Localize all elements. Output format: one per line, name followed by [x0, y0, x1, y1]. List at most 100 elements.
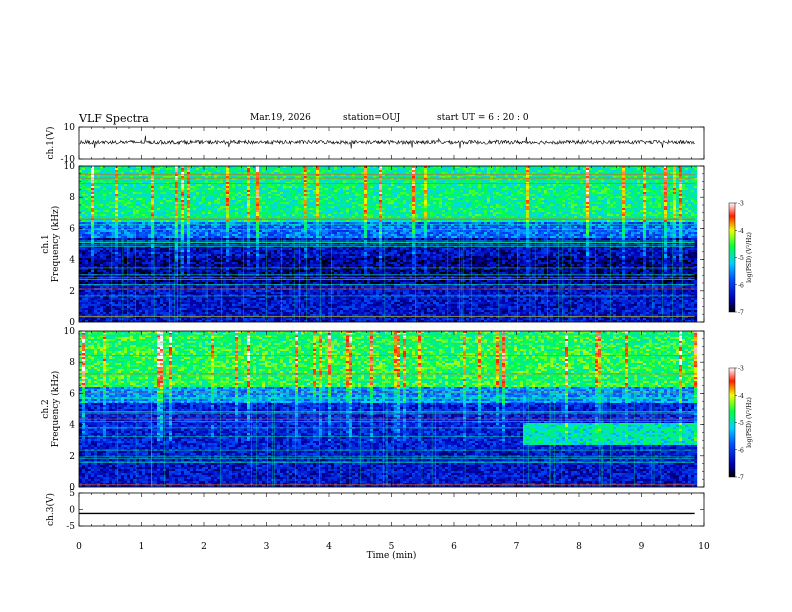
spectrogram-cell	[106, 208, 109, 210]
spectrogram-cell	[85, 258, 88, 260]
spectrogram-cell	[85, 202, 88, 204]
spectrogram-cell	[112, 234, 115, 236]
spectrogram-cell	[100, 188, 103, 190]
spectrogram-cell	[82, 234, 85, 236]
spectrogram-cell	[103, 222, 106, 224]
spectrogram-cell	[85, 170, 88, 172]
spectrogram-cell	[82, 200, 85, 202]
spectrogram-cell	[115, 190, 118, 192]
spectrogram-cell	[106, 252, 109, 254]
spectrogram-cell	[112, 172, 115, 174]
spectrogram-cell	[97, 222, 100, 224]
spectrogram-cell	[103, 304, 106, 306]
spectrogram-cell	[106, 272, 109, 274]
spectrogram-cell	[88, 268, 91, 270]
spectrogram-cell	[106, 270, 109, 272]
spectrogram-cell	[85, 250, 88, 252]
spectrogram-cell	[82, 280, 85, 282]
spectrogram-cell	[106, 282, 109, 284]
spectrogram-cell	[79, 192, 82, 194]
spectrogram-cell	[106, 200, 109, 202]
spectrogram-cell	[94, 208, 97, 210]
spectrogram-cell	[103, 200, 106, 202]
spectrogram-cell	[82, 318, 85, 320]
spectrogram-cell	[79, 232, 82, 234]
spectrogram-cell	[91, 300, 94, 302]
spectrogram-cell	[115, 192, 118, 194]
spectrogram-cell	[106, 214, 109, 216]
spectrogram-cell	[79, 254, 82, 256]
spectrogram-cell	[112, 186, 115, 188]
spectrogram-cell	[106, 256, 109, 258]
spectrogram-cell	[97, 304, 100, 306]
spectrogram-cell	[82, 260, 85, 262]
spectrogram-cell	[79, 264, 82, 266]
spectrogram-cell	[100, 248, 103, 250]
spectrogram-cell	[112, 208, 115, 210]
spectrogram-cell	[103, 256, 106, 258]
spectrogram-cell	[112, 200, 115, 202]
spectrogram-cell	[103, 292, 106, 294]
spectrogram-cell	[100, 298, 103, 300]
spectrogram-cell	[85, 208, 88, 210]
spectrogram-cell	[106, 298, 109, 300]
spectrogram-cell	[91, 204, 94, 206]
spectrogram-cell	[100, 314, 103, 316]
spectrogram-cell	[106, 170, 109, 172]
spectrogram-cell	[115, 262, 118, 264]
spectrogram-cell	[106, 314, 109, 316]
spectrogram-cell	[85, 186, 88, 188]
spectrogram-cell	[94, 202, 97, 204]
spectrogram-cell	[91, 226, 94, 228]
spectrogram-cell	[79, 184, 82, 186]
spectrogram-cell	[94, 214, 97, 216]
spectrogram-cell	[106, 210, 109, 212]
spectrogram-cell	[100, 250, 103, 252]
spectrogram-cell	[82, 220, 85, 222]
spectrogram-cell	[79, 298, 82, 300]
spectrogram-cell	[106, 206, 109, 208]
spectrogram-cell	[91, 214, 94, 216]
spectrogram-cell	[97, 280, 100, 282]
spectrogram-cell	[103, 270, 106, 272]
spectrogram-cell	[85, 256, 88, 258]
spectrogram-cell	[115, 236, 118, 238]
spectrogram-cell	[106, 222, 109, 224]
spectrogram-cell	[103, 188, 106, 190]
spectrogram-cell	[79, 256, 82, 258]
spectrogram-cell	[88, 206, 91, 208]
spectrogram-cell	[88, 188, 91, 190]
spectrogram-cell	[115, 200, 118, 202]
spectrogram-cell	[97, 256, 100, 258]
spectrogram-cell	[88, 190, 91, 192]
spectrogram-cell	[85, 168, 88, 170]
spectrogram-cell	[82, 310, 85, 312]
spectrogram-cell	[97, 312, 100, 314]
spectrogram-cell	[79, 302, 82, 304]
spectrogram-cell	[88, 270, 91, 272]
spectrogram-cell	[106, 318, 109, 320]
spectrogram-cell	[100, 206, 103, 208]
spectrogram-cell	[115, 238, 118, 240]
spectrogram-cell	[103, 290, 106, 292]
spectrogram-cell	[97, 260, 100, 262]
spectrogram-cell	[100, 296, 103, 298]
spectrogram-cell	[112, 198, 115, 200]
spectrogram-cell	[112, 300, 115, 302]
spectrogram-cell	[91, 238, 94, 240]
spectrogram-cell	[88, 200, 91, 202]
spectrogram-cell	[112, 268, 115, 270]
spectrogram-cell	[94, 256, 97, 258]
spectrogram-cell	[88, 312, 91, 314]
spectrogram-cell	[85, 198, 88, 200]
spectrogram-cell	[82, 202, 85, 204]
spectrogram-cell	[112, 168, 115, 170]
spectrogram-cell	[103, 206, 106, 208]
spectrogram-cell	[103, 250, 106, 252]
spectrogram-cell	[106, 172, 109, 174]
spectrogram-cell	[97, 168, 100, 170]
spectrogram-cell	[100, 306, 103, 308]
spectrogram-cell	[79, 292, 82, 294]
spectrogram-cell	[91, 286, 94, 288]
spectrogram-cell	[85, 254, 88, 256]
